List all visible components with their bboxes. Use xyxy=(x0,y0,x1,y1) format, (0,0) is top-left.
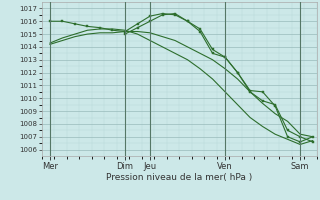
X-axis label: Pression niveau de la mer( hPa ): Pression niveau de la mer( hPa ) xyxy=(106,173,252,182)
